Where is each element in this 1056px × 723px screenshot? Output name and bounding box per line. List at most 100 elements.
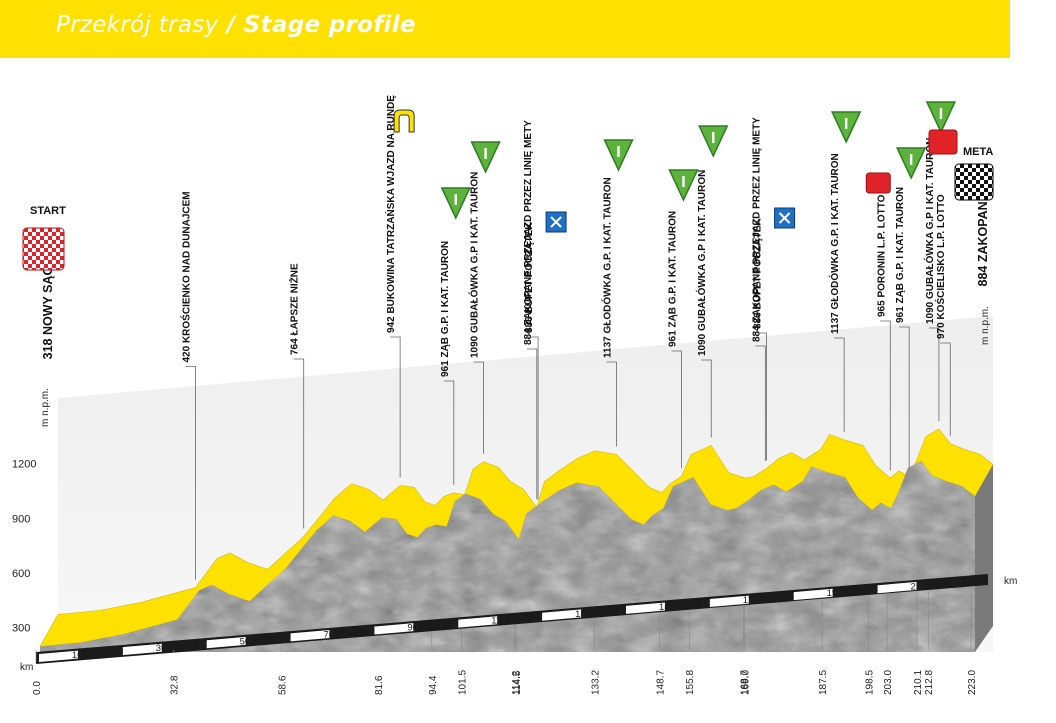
marker-leader-line <box>473 361 484 454</box>
km-tick-label: 80 <box>365 626 376 637</box>
marker-187-5: 1137 GŁODÓWKA G.P. I KAT. TAURON 187.5 <box>818 111 862 695</box>
marker-81-6: 942 BUKOWINA TATRZAŃSKA WJAZD NA RUNDĘ 81… <box>374 95 415 695</box>
start-flag-icon <box>22 227 65 271</box>
marker-leader-line <box>899 326 910 469</box>
km-tick-label: 170 <box>743 595 759 606</box>
finish-label: META <box>963 146 993 158</box>
marker-label: 1090 GUBAŁÓWKA G.P I KAT. TAURON <box>923 138 936 324</box>
km-bar-segment <box>625 602 665 614</box>
marker-148-7: 961 ZĄB G.P. I KAT. TAURON 148.7 <box>655 169 699 695</box>
marker-label: 965 PORONIN L.P. LOTTO <box>876 194 887 317</box>
marker-212-8: 970 KOŚCIELISKO L.P. LOTTO 212.8 <box>924 194 951 695</box>
y-axis-unit-left: m n.p.m. <box>40 388 51 427</box>
marker-32-8: 420 KROŚCIENKO NAD DUNAJCEM 32.8 <box>170 191 196 695</box>
start-label: START <box>30 205 66 217</box>
lap-entry-icon <box>393 109 415 133</box>
axis-labels: m n.p.m. m n.p.m. km km START META <box>20 146 1017 673</box>
km-tick-label: 220 <box>952 578 968 589</box>
kom-icon-mark <box>454 194 458 205</box>
km-tick-label: 160 <box>701 599 717 610</box>
marker-label: 318 NOWY SĄCZ <box>41 259 55 360</box>
y-axis-ticks: 300 600 900 1200 <box>12 459 36 635</box>
title-separator: / <box>218 12 244 38</box>
marker-km-label: 203.0 <box>883 670 894 695</box>
km-tick-label: 20 <box>114 647 125 658</box>
title-polish: Przekrój trasy <box>56 12 219 38</box>
km-tick-label: 50 <box>240 636 251 647</box>
y-tick-label: 300 <box>12 623 30 635</box>
header-bar: Przekrój trasy / Stage profile <box>0 0 1010 58</box>
marker-leader-line <box>528 336 539 500</box>
km-tick-label: 210 <box>910 581 926 592</box>
marker-198-5: 965 PORONIN L.P. LOTTO 198.5 <box>864 172 891 695</box>
kom-icon-mark <box>484 148 487 159</box>
y-tick-label: 600 <box>12 568 30 580</box>
marker-114-5: 886 BUFET POCZĄTEK 114.5 <box>512 211 567 695</box>
marker-114-2: 884 ZAKOPANE PRZEJAZD PRZEZ LINIĘ METY 11… <box>511 120 538 695</box>
marker-leader-line <box>834 337 845 432</box>
marker-km-label: 114.2 <box>511 670 522 695</box>
marker-leader-line <box>928 327 940 421</box>
marker-km-label: 101.5 <box>458 670 469 695</box>
bonus-sprint-icon <box>865 172 891 194</box>
page-title: Przekrój trasy / Stage profile <box>56 12 416 38</box>
km-bar-segment <box>122 643 162 656</box>
km-bar-segment <box>793 588 833 601</box>
marker-label: 884 ZAKOPANE PRZEJAZD PRZEZ LINIĘ METY <box>751 117 762 342</box>
marker-leader-line <box>880 320 891 471</box>
marker-label: 942 BUKOWINA TATRZAŃSKA WJAZD NA RUNDĘ <box>384 95 397 333</box>
marker-km-label: 133.2 <box>590 670 601 695</box>
marker-leader-line <box>701 359 712 438</box>
marker-km-label: 155.8 <box>685 670 696 695</box>
marker-label: 886 BUFET POCZĄTEK <box>524 222 535 333</box>
km-tick-label: 180 <box>785 592 801 603</box>
km-tick-label: 10 <box>72 650 83 661</box>
marker-km-label: 0.0 <box>32 681 43 695</box>
marker-km-label: 114.5 <box>512 670 523 695</box>
km-tick-label: 120 <box>533 612 549 623</box>
km-bar-segment <box>39 650 78 662</box>
marker-label: 764 ŁAPSZE NIŻNE <box>288 263 301 355</box>
km-bar-segment <box>458 616 498 628</box>
marker-km-label: 58.6 <box>278 675 289 695</box>
marker-168-7: 884 ZAKOPANE PRZEJAZD PRZEZ LINIĘ METY 16… <box>739 117 766 695</box>
marker-leader-line <box>671 350 682 469</box>
marker-210-1: 1090 GUBAŁÓWKA G.P I KAT. TAURON 210.1 <box>913 101 957 695</box>
marker-km-label: 148.7 <box>655 670 666 695</box>
km-bar-segment <box>290 629 330 642</box>
km-tick-label: 30 <box>156 643 167 654</box>
marker-km-label: 94.4 <box>428 675 439 695</box>
marker-leader-line <box>390 336 401 478</box>
marker-label: 1137 GŁODÓWKA G.P. I KAT. TAURON <box>600 177 613 358</box>
y-tick-label: 1200 <box>12 459 36 471</box>
marker-label: 1137 GŁODÓWKA G.P. I KAT. TAURON <box>828 153 841 334</box>
km-tick-label: 100 <box>449 619 465 630</box>
km-bar-segment <box>374 623 414 635</box>
kom-icon-mark <box>682 176 685 187</box>
km-bar-slab <box>36 574 988 664</box>
marker-169: 886 BUFET POCZĄTEK 169.0 <box>741 207 796 695</box>
km-tick-label: 200 <box>869 585 885 596</box>
marker-223: 884 ZAKOPANE 223.0 <box>928 129 994 695</box>
marker-label: 1090 GUBAŁÓWKA G.P I KAT. TAURON <box>695 170 708 356</box>
kom-icon-mark <box>909 154 913 165</box>
km-tick-label: 110 <box>491 616 506 627</box>
km-bar-segment <box>542 609 582 621</box>
marker-label: 970 KOŚCIELISKO L.P. LOTTO <box>934 194 947 339</box>
y-axis-unit-right: m n.p.m. <box>980 306 991 345</box>
finish-flag-icon <box>954 163 994 201</box>
kom-icon-mark <box>939 108 943 119</box>
marker-label: 886 BUFET POCZĄTEK <box>753 218 764 329</box>
marker-101-5: 1090 GUBAŁÓWKA G.P I KAT. TAURON 101.5 <box>458 141 501 695</box>
km-tick-label: 70 <box>323 629 334 640</box>
kom-icon-mark <box>712 132 715 143</box>
marker-leader-line <box>185 366 196 580</box>
kom-icon-mark <box>617 146 620 157</box>
marker-155-8: 1090 GUBAŁÓWKA G.P I KAT. TAURON 155.8 <box>685 125 729 695</box>
marker-leader-line <box>293 358 305 529</box>
title-english: Stage profile <box>243 12 416 38</box>
y-tick-label: 900 <box>12 513 30 525</box>
km-tick-label: 60 <box>282 633 293 644</box>
marker-km-label: 169.0 <box>741 670 752 695</box>
